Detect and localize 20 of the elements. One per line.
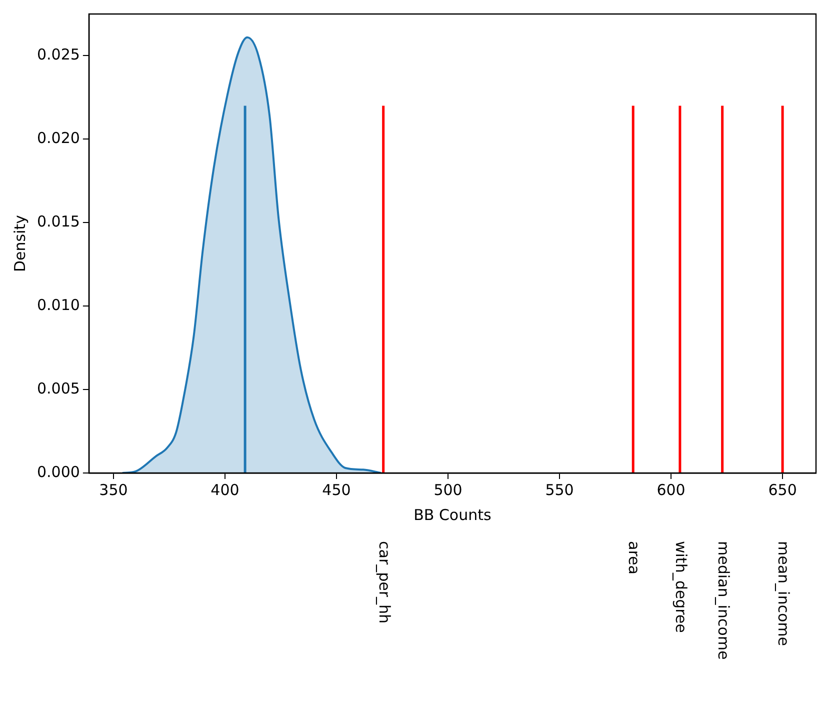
y-tick-label: 0.025 (36, 46, 80, 64)
y-axis-title: Density (10, 214, 29, 272)
x-tick-label: 650 (768, 480, 797, 499)
y-tick-label: 0.005 (36, 379, 80, 398)
y-tick-label: 0.020 (36, 129, 80, 148)
text: mean_income (774, 541, 793, 646)
x-tick-label: 550 (545, 480, 574, 499)
y-tick-label: 0.000 (36, 462, 80, 481)
y-tick-label: 0.010 (36, 296, 80, 314)
x-tick-label: 450 (322, 480, 351, 499)
x-tick-label: 600 (656, 480, 686, 499)
text: median_income (714, 541, 732, 660)
x-axis-title: BB Counts (414, 506, 492, 524)
x-tick-label: 400 (210, 480, 240, 499)
text: car_per_hh (375, 541, 394, 624)
x-tick-label: 500 (434, 480, 462, 499)
x-tick-label: 350 (99, 480, 128, 499)
text: with_degree (672, 541, 690, 633)
y-tick-label: 0.015 (36, 212, 80, 231)
text: area (625, 541, 644, 574)
